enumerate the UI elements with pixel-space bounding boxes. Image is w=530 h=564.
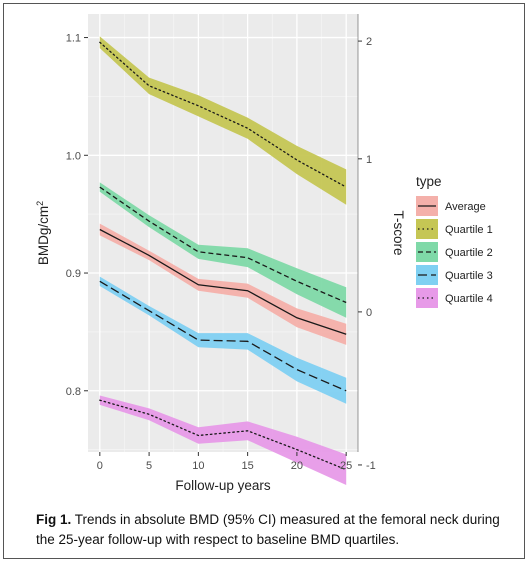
y2-tick-label: -1 [366,460,376,472]
series-line-2 [99,186,347,304]
y2-axis-label: T-score [391,210,406,255]
legend-label-4: Quartile 4 [445,293,493,305]
y-tick-label: 1.0 [66,150,81,162]
legend-label-2: Quartile 2 [445,247,493,259]
x-axis-label: Follow-up years [175,478,271,493]
caption-text: Trends in absolute BMD (95% CI) measured… [36,512,500,547]
y-axis-label-main: BMDg/cm [36,206,51,265]
y2-tick-label: 2 [366,36,372,48]
legend: type Average Quartile 1 Quartile 2 Quartile… [416,174,493,308]
ci-ribbon-0 [99,223,347,345]
ci-ribbons [99,36,347,485]
x-tick-label: 15 [242,460,254,472]
series-line-3 [99,280,347,392]
series-line-1 [99,41,347,188]
x-tick-label: 5 [146,460,152,472]
ci-ribbon-3 [99,276,347,404]
x-tick-label: 0 [97,460,103,472]
legend-label-0: Average [445,201,486,213]
series-line-4 [99,399,347,471]
x-tick-label: 25 [340,460,352,472]
series-lines [99,41,347,471]
y2-tick-label: 1 [366,154,372,166]
x-tick-label: 10 [192,460,204,472]
y-axis-label: BMDg/cm2 [35,201,51,265]
bmd-trend-chart: 0.8 0.9 1.0 1.1 -1 0 1 2 0 5 10 15 20 25 Follow-up … [35,14,493,493]
legend-label-3: Quartile 3 [445,270,493,282]
y-axis: 0.8 0.9 1.0 1.1 [66,33,88,398]
figure-caption: Fig 1. Trends in absolute BMD (95% CI) m… [36,510,506,550]
y-axis-label-superscript: 2 [35,201,45,206]
y-tick-label: 1.1 [66,33,81,45]
x-axis: 0 5 10 15 20 25 [97,452,352,472]
y-tick-label: 0.8 [66,386,81,398]
ci-ribbon-4 [99,395,347,485]
y2-tick-label: 0 [366,307,372,319]
caption-label: Fig 1. [36,512,72,527]
x-tick-label: 20 [291,460,303,472]
legend-label-1: Quartile 1 [445,224,493,236]
ci-ribbon-1 [99,36,347,205]
y-tick-label: 0.9 [66,268,81,280]
legend-title: type [416,174,442,189]
ci-ribbon-2 [99,182,347,318]
y2-axis: -1 0 1 2 [357,14,376,472]
series-line-0 [99,228,347,335]
